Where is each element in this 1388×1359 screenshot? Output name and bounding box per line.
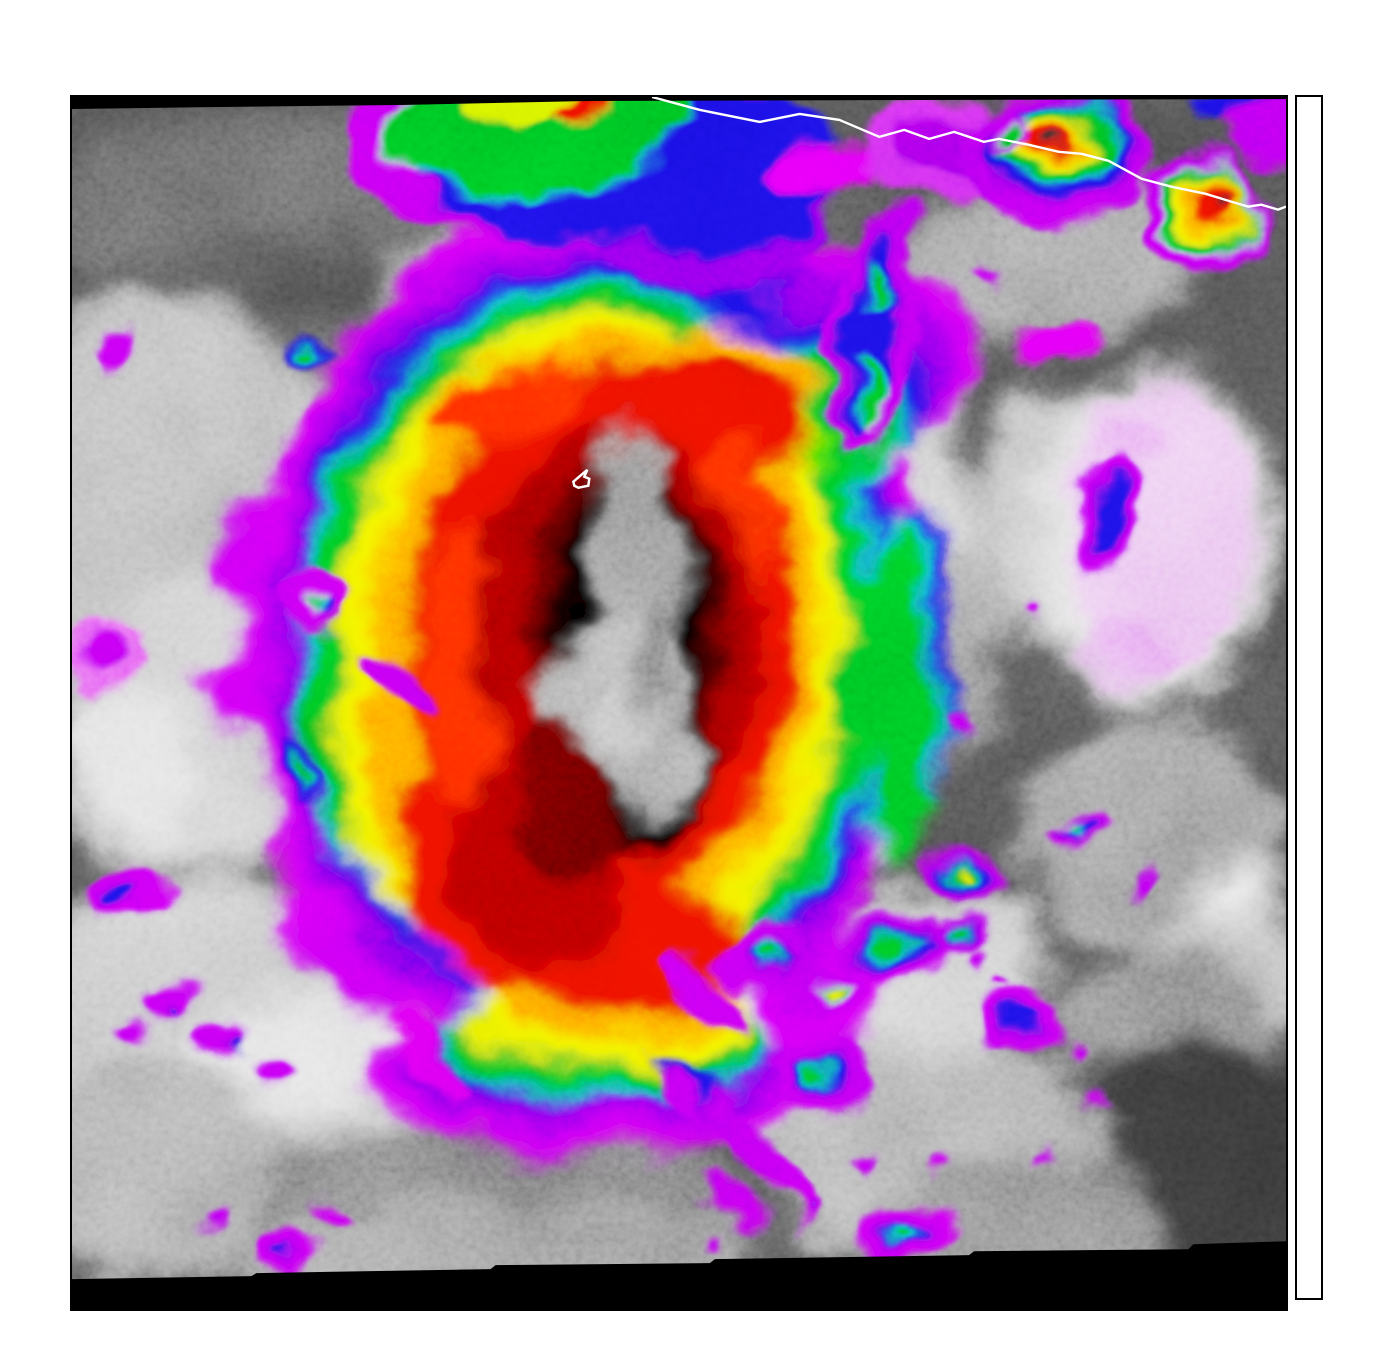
scan-edge-bottom xyxy=(72,1241,1286,1309)
scan-edge-top xyxy=(72,97,1286,109)
coastline xyxy=(651,97,1286,211)
satellite-image xyxy=(72,97,1286,1309)
storm-center-marker xyxy=(571,468,591,490)
colorbar xyxy=(1295,95,1323,1300)
grain-texture-overlay xyxy=(72,97,1286,1309)
satellite-map xyxy=(70,95,1288,1311)
